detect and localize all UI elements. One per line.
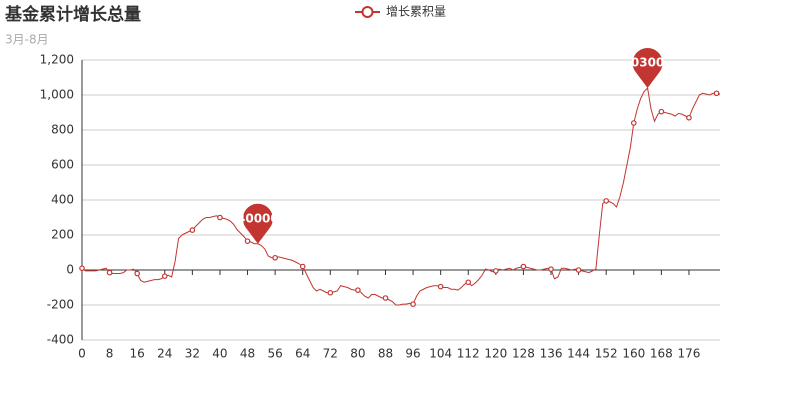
y-tick-label: 1,000	[40, 88, 74, 102]
legend-marker	[361, 6, 374, 18]
y-tick-label: 1,200	[40, 53, 74, 67]
point	[548, 266, 554, 272]
x-tick-label: 40	[212, 347, 227, 361]
x-tick-label: 0	[78, 347, 86, 361]
mark-pin	[242, 203, 273, 244]
x-tick-label: 72	[323, 347, 338, 361]
x-tick-label: 80	[350, 347, 365, 361]
point	[327, 289, 334, 296]
x-tick-label: 176	[678, 347, 701, 361]
x-tick-label: 160	[622, 347, 645, 361]
point	[272, 254, 278, 261]
x-tick-label: 144	[567, 347, 590, 361]
x-tick-label: 120	[484, 347, 507, 361]
x-tick-label: 168	[650, 347, 673, 361]
point	[437, 283, 444, 290]
point	[658, 108, 665, 115]
x-tick-label: 24	[157, 347, 172, 361]
mark-pin-label: 0300	[631, 56, 664, 70]
point	[244, 238, 251, 244]
x-tick-label: 88	[378, 347, 393, 361]
x-tick-label: 8	[106, 347, 114, 361]
mark-pin	[632, 47, 663, 88]
point	[134, 270, 140, 277]
point	[410, 301, 416, 307]
y-tick-label: 400	[51, 193, 74, 207]
x-tick-label: 112	[457, 347, 480, 361]
point	[686, 114, 692, 121]
y-tick-label: -200	[47, 298, 74, 312]
point	[630, 120, 637, 126]
point	[575, 267, 582, 273]
x-tick-label: 128	[512, 347, 535, 361]
chart-subtitle: 3月-8月	[5, 33, 49, 47]
y-tick-label: 800	[51, 123, 74, 137]
point	[161, 273, 168, 279]
y-tick-label: 0	[66, 263, 74, 277]
mark-pin-label: 40000	[237, 211, 279, 225]
x-tick-label: 136	[540, 347, 563, 361]
point	[355, 287, 361, 293]
x-tick-label: 96	[405, 347, 420, 361]
point	[713, 90, 720, 97]
point	[189, 227, 196, 233]
x-tick-label: 32	[185, 347, 200, 361]
x-tick-label: 64	[295, 347, 310, 361]
point	[493, 268, 499, 274]
point	[603, 198, 609, 204]
x-tick-label: 56	[267, 347, 282, 361]
x-tick-label: 152	[595, 347, 618, 361]
y-tick-label: 600	[51, 158, 74, 172]
point	[106, 269, 113, 276]
legend-label: 增长累积量	[386, 5, 446, 19]
point	[465, 279, 472, 286]
y-tick-label: 200	[51, 228, 74, 242]
series-line	[81, 86, 721, 306]
x-tick-label: 48	[240, 347, 255, 361]
point	[299, 263, 306, 270]
point	[382, 295, 389, 301]
point	[520, 263, 527, 270]
x-tick-label: 104	[429, 347, 452, 361]
x-tick-label: 16	[130, 347, 145, 361]
chart-title: 基金累计增长总量	[4, 4, 141, 25]
y-tick-label: -400	[47, 333, 74, 347]
point	[217, 214, 223, 221]
point	[79, 265, 85, 272]
